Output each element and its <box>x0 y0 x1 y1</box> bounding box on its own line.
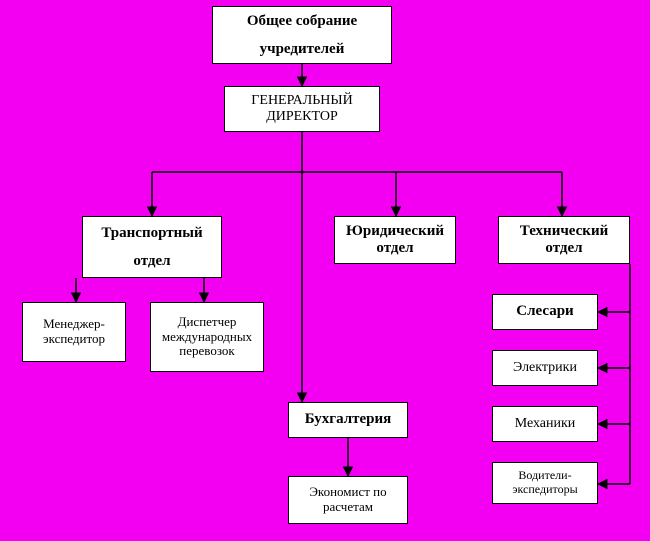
node-mechan: Механики <box>492 406 598 442</box>
node-label: Электрики <box>513 360 577 376</box>
node-drivers: Водители- экспедиторы <box>492 462 598 504</box>
node-label: Юридический отдел <box>339 223 451 258</box>
node-label: Водители- экспедиторы <box>497 469 593 497</box>
node-slesari: Слесари <box>492 294 598 330</box>
node-label: Общее собрание учредителей <box>217 7 387 64</box>
node-director: ГЕНЕРАЛЬНЫЙ ДИРЕКТОР <box>224 86 380 132</box>
node-root: Общее собрание учредителей <box>212 6 392 64</box>
node-legal: Юридический отдел <box>334 216 456 264</box>
node-label: Слесари <box>516 303 573 320</box>
node-economist: Экономист по расчетам <box>288 476 408 524</box>
node-label: ГЕНЕРАЛЬНЫЙ ДИРЕКТОР <box>229 93 375 125</box>
node-label: Экономист по расчетам <box>293 485 403 515</box>
node-accounting: Бухгалтерия <box>288 402 408 438</box>
node-label: Менеджер- экспедитор <box>27 317 121 347</box>
node-label: Механики <box>515 416 576 432</box>
node-label: Транспортный отдел <box>87 219 217 276</box>
node-label: Бухгалтерия <box>305 411 392 428</box>
node-electr: Электрики <box>492 350 598 386</box>
node-manager: Менеджер- экспедитор <box>22 302 126 362</box>
node-tech: Технический отдел <box>498 216 630 264</box>
node-transport: Транспортный отдел <box>82 216 222 278</box>
node-label: Технический отдел <box>503 223 625 258</box>
node-dispatcher: Диспетчер международных перевозок <box>150 302 264 372</box>
node-label: Диспетчер международных перевозок <box>155 315 259 360</box>
